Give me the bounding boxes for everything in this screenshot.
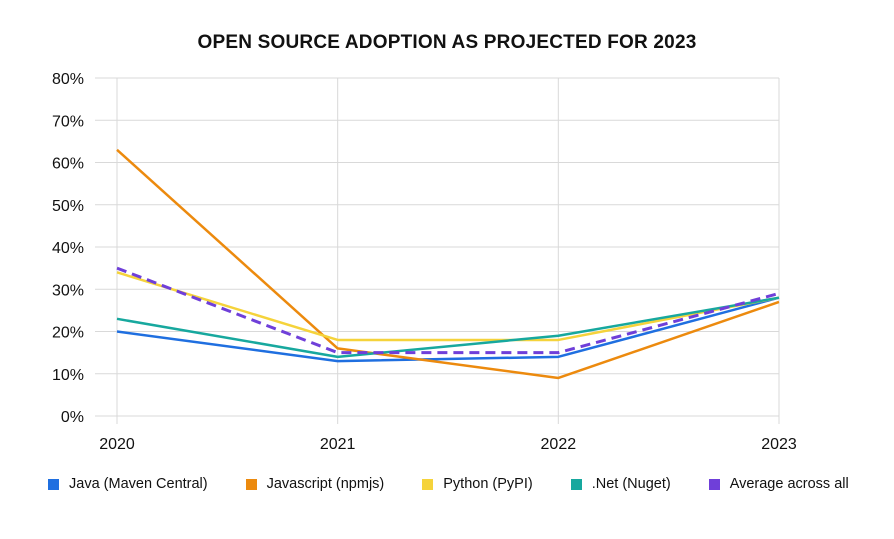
y-tick-label: 20% — [52, 325, 84, 342]
legend-label: Javascript (npmjs) — [266, 476, 385, 492]
series-line-net-nuget — [116, 296, 780, 359]
y-tick-label: 50% — [52, 198, 84, 215]
legend-swatch — [570, 478, 582, 490]
legend-item: Python (PyPI) — [422, 476, 533, 492]
legend-label: Average across all — [729, 476, 849, 492]
line-chart: 0% 10% 20% 30% 40% 50% 60% 70% 80% 2020 2021 2022 2… — [52, 71, 797, 453]
legend-swatch — [422, 478, 434, 490]
y-tick-label: 30% — [52, 282, 84, 299]
legend-swatch — [48, 478, 59, 490]
legend-swatch — [708, 478, 720, 490]
legend: Java (Maven Central) Javascript (npmjs) Py… — [48, 476, 887, 492]
legend-item: Javascript (npmjs) — [245, 476, 385, 492]
legend-label: .Net (Nuget) — [591, 476, 671, 492]
series-line-java-maven-central — [116, 296, 780, 363]
legend-item: Java (Maven Central) — [48, 476, 208, 492]
legend-label: Python (PyPI) — [443, 476, 533, 492]
y-tick-label: 40% — [52, 240, 84, 257]
y-tick-label: 80% — [52, 71, 84, 88]
chart-title: OPEN SOURCE ADOPTION AS PROJECTED FOR 20… — [197, 32, 697, 53]
y-tick-label: 60% — [52, 156, 84, 173]
legend-swatch — [245, 478, 257, 490]
x-tick-label: 2021 — [320, 436, 356, 453]
x-tick-label: 2022 — [541, 436, 577, 453]
y-tick-label: 0% — [61, 409, 84, 426]
legend-item: .Net (Nuget) — [570, 476, 671, 492]
x-tick-label: 2023 — [761, 436, 797, 453]
y-tick-label: 10% — [52, 367, 84, 384]
series-line-average-across-all — [116, 266, 780, 355]
series-line-python-pypi — [116, 271, 780, 342]
series-line-javascript-npmjs — [116, 148, 780, 380]
x-tick-label: 2020 — [99, 436, 135, 453]
y-tick-label: 70% — [52, 113, 84, 130]
legend-label: Java (Maven Central) — [69, 476, 208, 492]
legend-item: Average across all — [708, 476, 849, 492]
